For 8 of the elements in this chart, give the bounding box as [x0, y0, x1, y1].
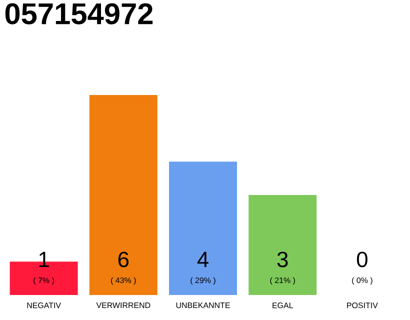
data-label: 6 — [118, 252, 129, 268]
data-label: 0 — [356, 252, 368, 268]
data-label: 4 — [197, 252, 208, 267]
chart-title: 057154972 — [5, 3, 153, 24]
data-label: 3 — [277, 252, 288, 268]
bar — [248, 195, 317, 295]
bar — [89, 95, 158, 295]
bar — [169, 162, 237, 295]
